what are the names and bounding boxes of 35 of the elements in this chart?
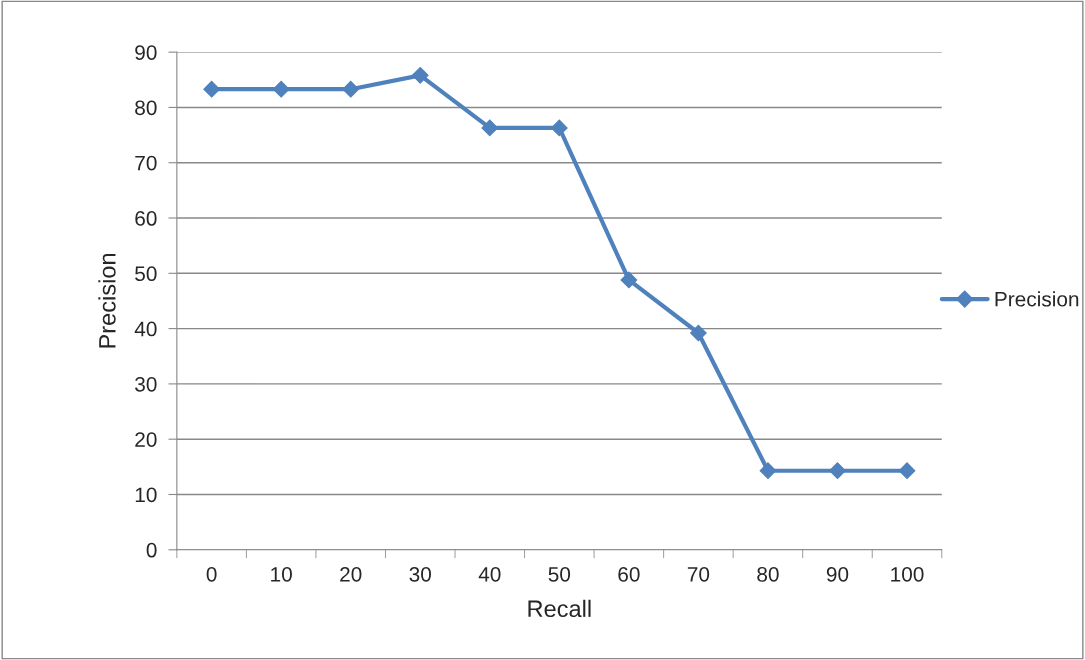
y-tick-label: 0 — [146, 542, 157, 558]
x-tick-label: 20 — [340, 567, 362, 582]
y-tick-label: 60 — [135, 211, 157, 226]
point — [620, 271, 638, 289]
y-tick-label: 30 — [135, 376, 157, 392]
point — [550, 119, 568, 137]
x-tick-label: 50 — [548, 567, 571, 582]
x-tick-label: 10 — [271, 567, 292, 582]
y-tick-label: 70 — [135, 155, 157, 171]
x-tick-label: 70 — [687, 567, 710, 582]
x-tick-label: 80 — [757, 567, 779, 582]
y-tick-label: 80 — [135, 100, 157, 116]
legend-label: Precision — [995, 291, 1079, 307]
point — [690, 324, 707, 342]
point — [481, 119, 499, 137]
x-tick-label: 90 — [826, 567, 849, 582]
y-tick-label: 40 — [134, 321, 157, 337]
point — [759, 462, 777, 480]
y-tick-label: 50 — [135, 266, 157, 282]
y-axis-title: Precision — [98, 253, 116, 348]
y-tick-label: 20 — [135, 432, 157, 447]
x-axis-title: Recall — [528, 599, 591, 618]
point — [829, 462, 846, 480]
point — [272, 80, 290, 98]
y-tick-label: 90 — [135, 45, 157, 60]
x-tick-label: 40 — [478, 567, 501, 582]
point — [342, 80, 360, 98]
point — [411, 66, 429, 84]
x-tick-label: 60 — [618, 567, 640, 582]
point — [898, 462, 916, 480]
x-tick-label: 100 — [891, 567, 924, 582]
y-tick-label: 10 — [135, 487, 157, 503]
x-tick-label: 30 — [409, 567, 432, 582]
x-tick-label: 0 — [206, 567, 217, 582]
point — [203, 80, 220, 98]
